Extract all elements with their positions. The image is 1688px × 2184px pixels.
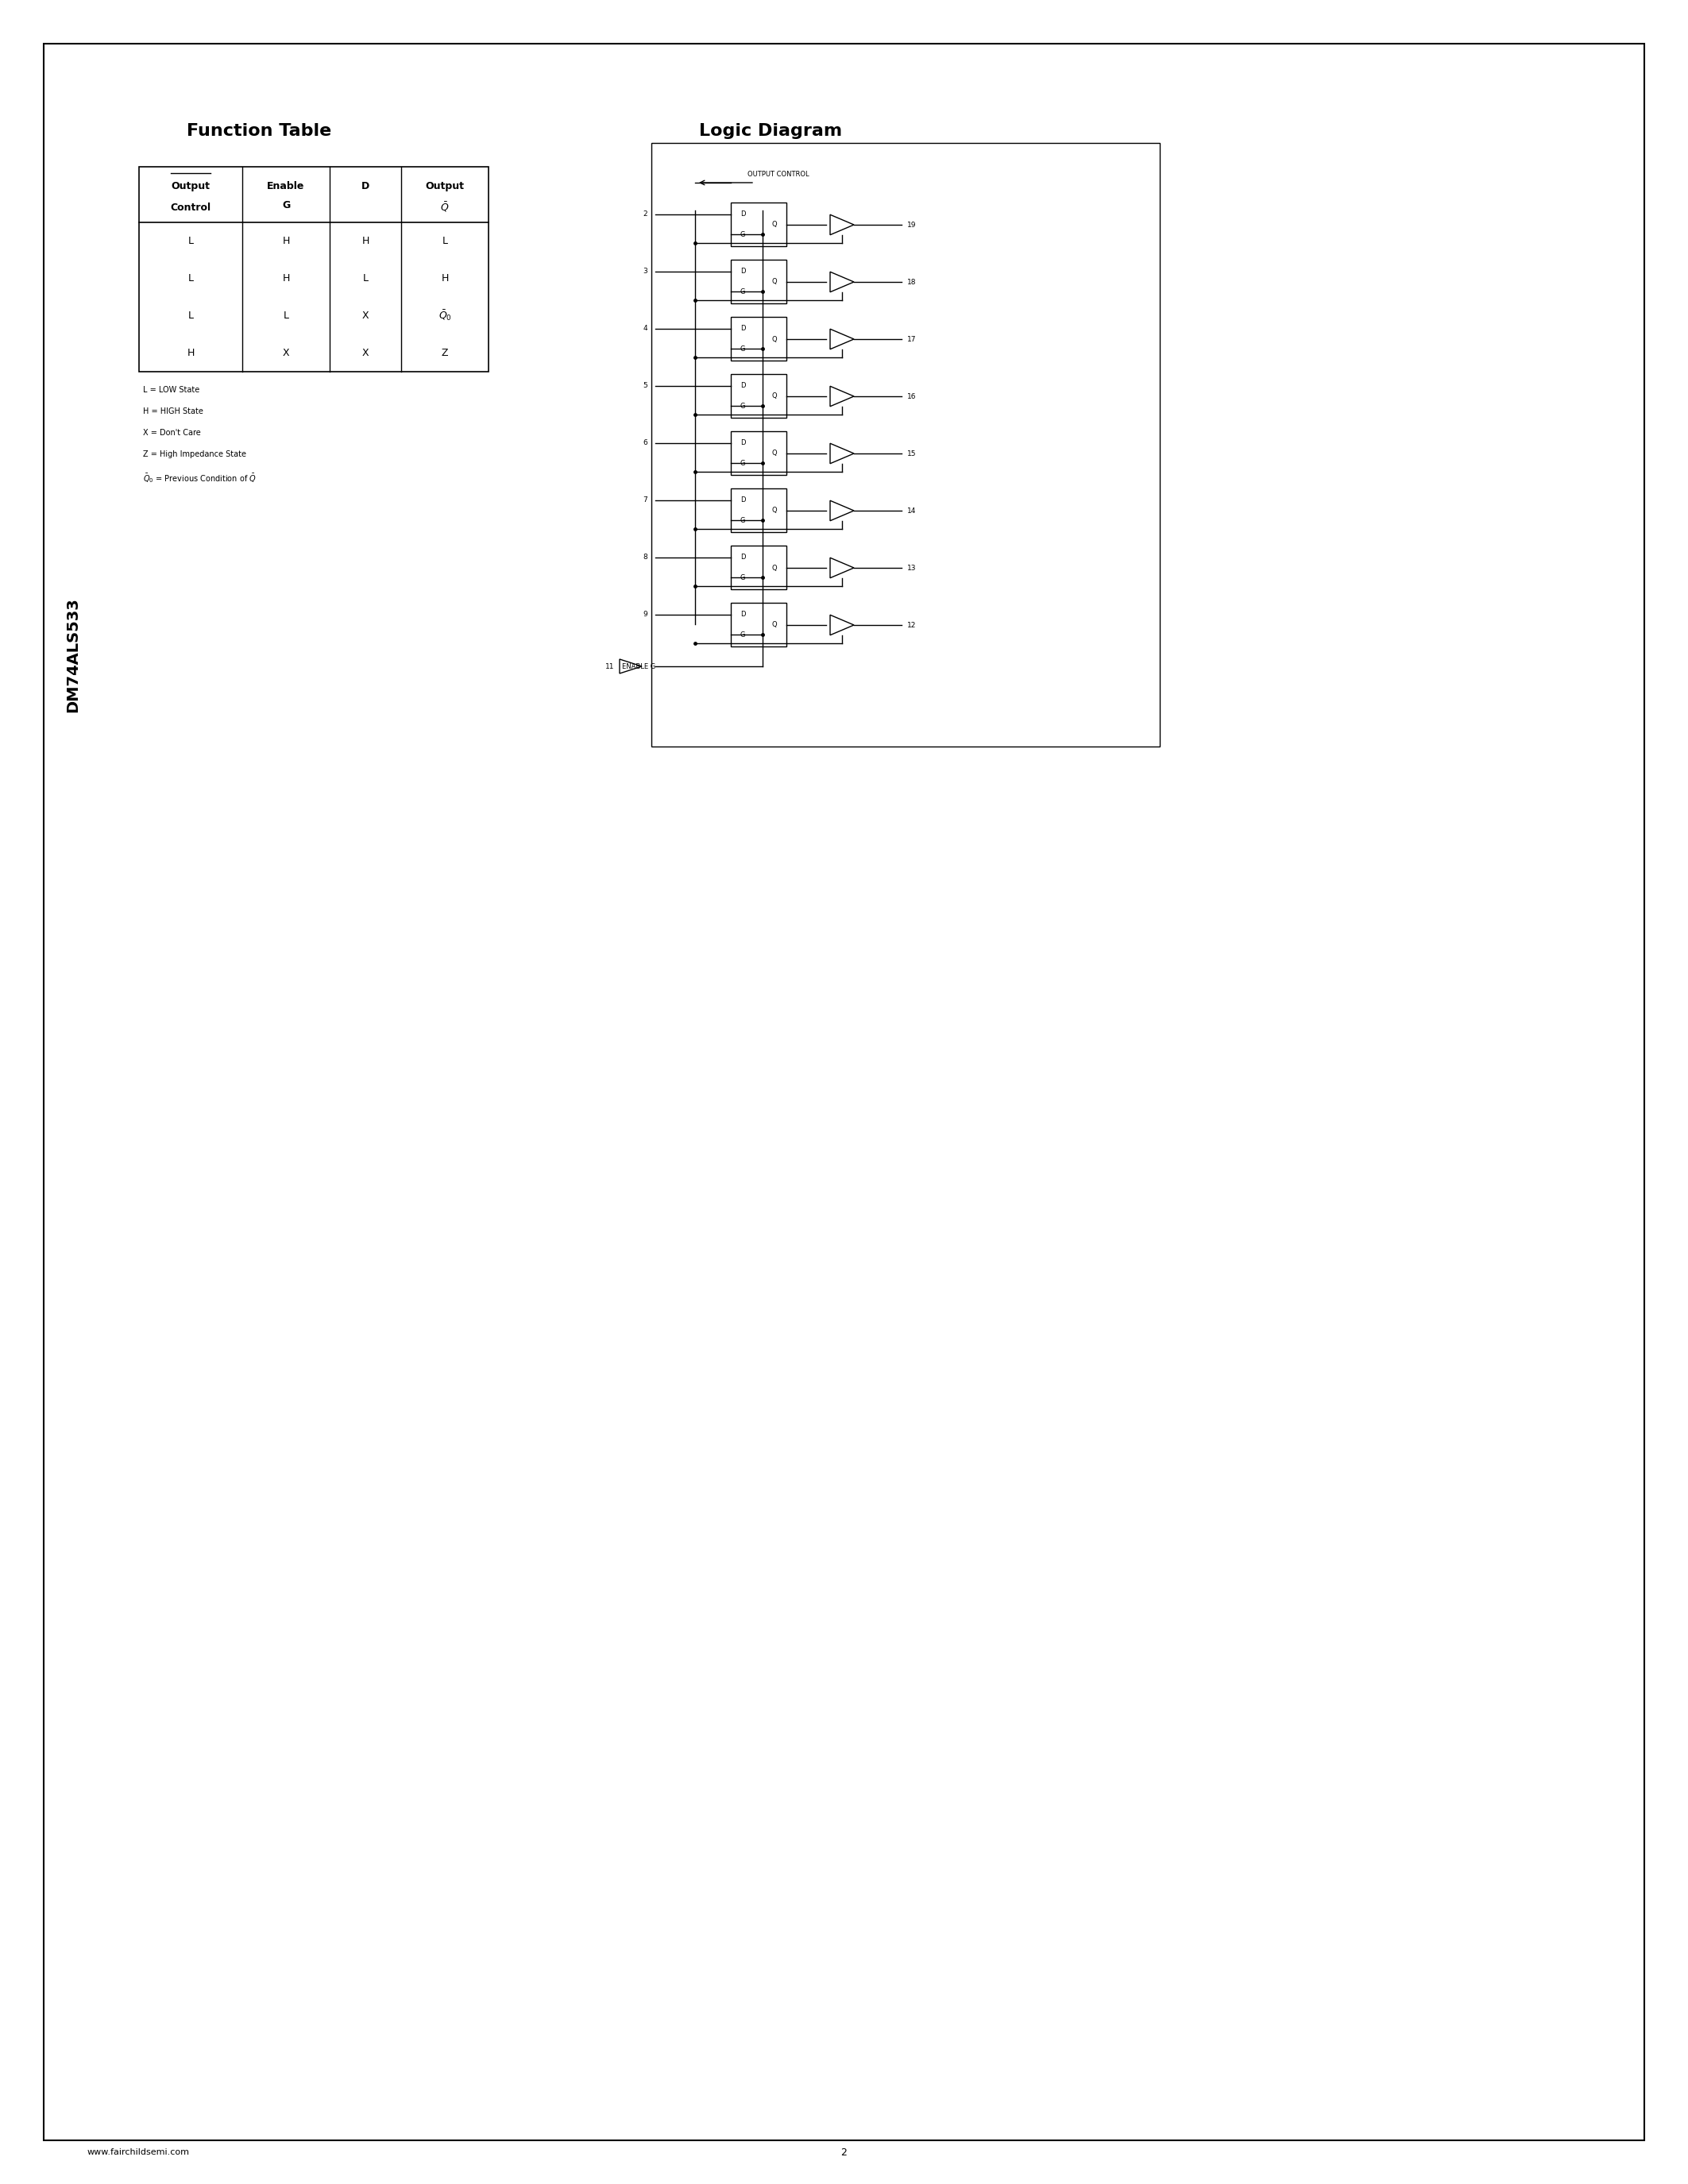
Text: 2: 2	[841, 2147, 847, 2158]
Text: 8: 8	[643, 555, 648, 561]
Text: D: D	[741, 212, 746, 218]
Text: 11: 11	[604, 662, 614, 670]
Polygon shape	[619, 660, 641, 673]
Text: D: D	[741, 555, 746, 561]
Text: Output: Output	[170, 181, 209, 192]
Text: 6: 6	[643, 439, 648, 448]
Text: OUTPUT CONTROL: OUTPUT CONTROL	[748, 170, 809, 177]
Text: G: G	[741, 402, 746, 408]
Text: 4: 4	[643, 325, 648, 332]
Polygon shape	[830, 330, 854, 349]
Bar	[731, 260, 787, 304]
Text: Z: Z	[442, 347, 449, 358]
Text: L: L	[442, 236, 447, 247]
Text: 9: 9	[643, 612, 648, 618]
Text: Q: Q	[771, 563, 776, 572]
Text: Control: Control	[170, 203, 211, 212]
Bar	[731, 546, 787, 590]
Bar	[731, 203, 787, 247]
Text: D: D	[741, 612, 746, 618]
Text: $\bar{Q}_0$: $\bar{Q}_0$	[439, 308, 452, 323]
Text: G: G	[741, 288, 746, 295]
Text: 16: 16	[906, 393, 917, 400]
Text: Logic Diagram: Logic Diagram	[699, 122, 842, 140]
Text: Enable: Enable	[267, 181, 306, 192]
Text: www.fairchildsemi.com: www.fairchildsemi.com	[88, 2149, 189, 2156]
Polygon shape	[830, 443, 854, 463]
Text: H = HIGH State: H = HIGH State	[143, 408, 203, 415]
Text: G: G	[282, 201, 290, 210]
Text: H: H	[441, 273, 449, 284]
Polygon shape	[830, 387, 854, 406]
Text: $\bar{Q}_0$ = Previous Condition of $\bar{Q}$: $\bar{Q}_0$ = Previous Condition of $\ba…	[143, 472, 257, 485]
Text: G: G	[741, 459, 746, 467]
Text: L = LOW State: L = LOW State	[143, 387, 199, 393]
Text: H: H	[187, 347, 194, 358]
Text: $\bar{Q}$: $\bar{Q}$	[441, 201, 449, 214]
Text: D: D	[741, 439, 746, 448]
Text: 13: 13	[906, 563, 917, 572]
Text: G: G	[741, 518, 746, 524]
Bar	[731, 373, 787, 417]
Text: G: G	[741, 574, 746, 581]
Text: DM74ALS533: DM74ALS533	[66, 598, 81, 712]
Bar	[731, 489, 787, 533]
Text: 15: 15	[906, 450, 917, 456]
Polygon shape	[830, 557, 854, 579]
Bar	[138, 166, 488, 371]
Text: L: L	[187, 310, 194, 321]
Text: H: H	[361, 236, 370, 247]
Text: 5: 5	[643, 382, 648, 389]
Text: 2: 2	[643, 212, 648, 218]
Text: Function Table: Function Table	[187, 122, 331, 140]
Text: L: L	[284, 310, 289, 321]
Polygon shape	[830, 214, 854, 236]
Text: L: L	[363, 273, 368, 284]
Text: Q: Q	[771, 450, 776, 456]
Text: 19: 19	[906, 221, 917, 229]
Polygon shape	[830, 271, 854, 293]
Text: X: X	[361, 347, 370, 358]
Text: ENABLE G: ENABLE G	[621, 662, 655, 670]
Text: D: D	[741, 496, 746, 505]
Text: X = Don't Care: X = Don't Care	[143, 428, 201, 437]
Text: Q: Q	[771, 336, 776, 343]
Text: D: D	[361, 181, 370, 192]
Text: H: H	[282, 273, 290, 284]
Text: G: G	[741, 631, 746, 638]
Text: D: D	[741, 382, 746, 389]
Text: 14: 14	[906, 507, 917, 513]
Text: Output: Output	[425, 181, 464, 192]
Polygon shape	[830, 500, 854, 520]
Text: 7: 7	[643, 496, 648, 505]
Text: Q: Q	[771, 221, 776, 229]
Text: 3: 3	[643, 269, 648, 275]
Text: G: G	[741, 345, 746, 352]
Text: Q: Q	[771, 277, 776, 286]
Text: Q: Q	[771, 393, 776, 400]
Text: Q: Q	[771, 507, 776, 513]
Text: H: H	[282, 236, 290, 247]
Text: 17: 17	[906, 336, 917, 343]
Text: D: D	[741, 325, 746, 332]
Bar	[731, 603, 787, 646]
Text: 12: 12	[906, 622, 917, 629]
Text: X: X	[361, 310, 370, 321]
Bar	[652, 142, 1160, 747]
Bar	[731, 317, 787, 360]
Text: Q: Q	[771, 622, 776, 629]
Text: Z = High Impedance State: Z = High Impedance State	[143, 450, 246, 459]
Text: 18: 18	[906, 277, 917, 286]
Text: D: D	[741, 269, 746, 275]
Bar	[731, 430, 787, 474]
Polygon shape	[830, 616, 854, 636]
Text: L: L	[187, 273, 194, 284]
Text: G: G	[741, 232, 746, 238]
Text: L: L	[187, 236, 194, 247]
Text: X: X	[282, 347, 289, 358]
